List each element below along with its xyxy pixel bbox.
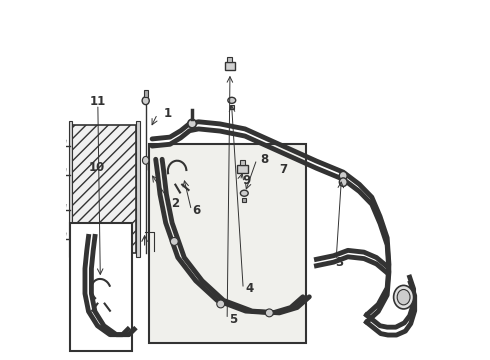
Ellipse shape <box>217 300 224 308</box>
Text: 8: 8 <box>260 153 269 166</box>
Ellipse shape <box>397 289 410 305</box>
Text: 4: 4 <box>245 283 254 296</box>
Text: 6: 6 <box>192 204 200 217</box>
Bar <box>69 121 73 257</box>
Bar <box>136 121 140 257</box>
Text: 5: 5 <box>229 313 238 326</box>
Text: 10: 10 <box>89 161 105 174</box>
Text: 2: 2 <box>172 197 179 210</box>
Bar <box>227 57 232 62</box>
Bar <box>225 62 235 70</box>
Bar <box>70 223 132 351</box>
Ellipse shape <box>171 238 178 246</box>
Text: 11: 11 <box>90 95 106 108</box>
Ellipse shape <box>142 97 149 105</box>
Ellipse shape <box>393 285 414 309</box>
Ellipse shape <box>339 171 347 180</box>
Text: 3: 3 <box>335 256 343 269</box>
Bar <box>243 198 246 202</box>
Bar <box>144 90 148 97</box>
Bar <box>72 125 136 253</box>
Ellipse shape <box>241 190 248 196</box>
Bar <box>240 160 245 165</box>
Ellipse shape <box>143 157 149 164</box>
Ellipse shape <box>339 178 347 186</box>
Text: 9: 9 <box>242 174 250 187</box>
Bar <box>230 105 234 109</box>
Text: 7: 7 <box>279 163 287 176</box>
Ellipse shape <box>228 97 236 103</box>
Bar <box>238 165 247 173</box>
Text: 1: 1 <box>164 107 172 120</box>
FancyBboxPatch shape <box>148 144 306 342</box>
Ellipse shape <box>188 119 196 128</box>
Ellipse shape <box>266 309 273 317</box>
